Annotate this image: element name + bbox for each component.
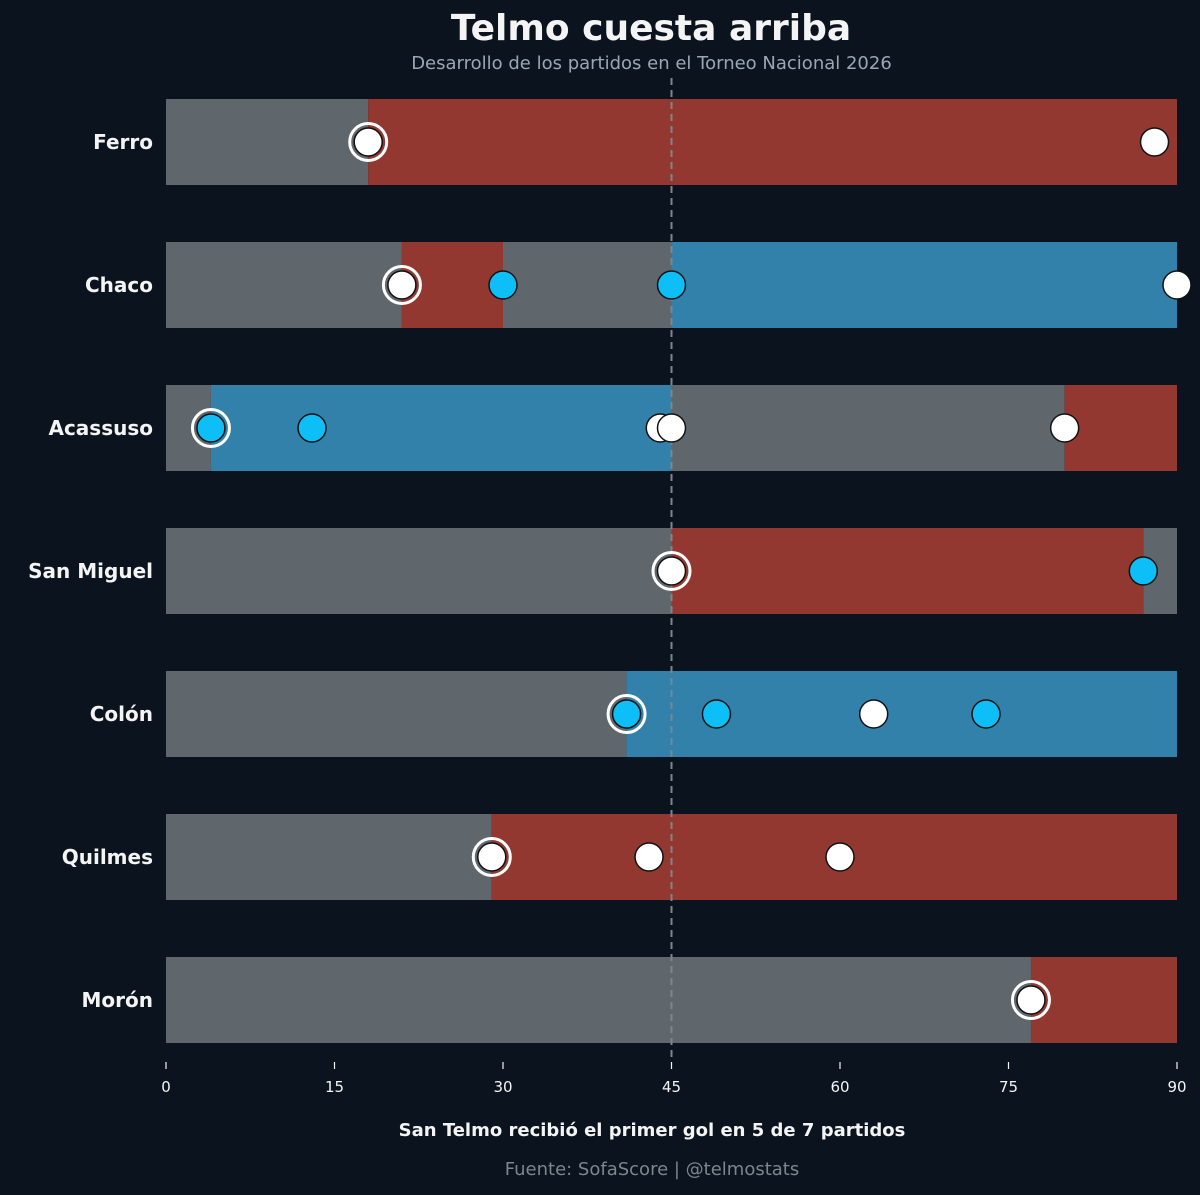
match-segment-losing (1030, 957, 1177, 1043)
goal-against-marker (477, 842, 507, 872)
goal-for-marker (196, 413, 226, 443)
opponent-label: Colón (90, 702, 153, 726)
x-axis-label: San Telmo recibió el primer gol en 5 de … (398, 1120, 906, 1141)
x-tick-label: 45 (662, 1078, 681, 1096)
x-tick-label: 0 (161, 1078, 171, 1096)
goal-against-marker (1162, 270, 1192, 300)
goal-against-marker (656, 413, 687, 443)
goal-for-marker (1128, 556, 1159, 586)
goal-against-marker (1139, 127, 1170, 157)
goal-against-marker (353, 127, 383, 157)
labels-layer: Ferro Chaco Acassuso San Miguel Colón Quilmes… (28, 130, 153, 1012)
goal-against-marker (825, 842, 855, 872)
match-segment-draw (503, 242, 672, 328)
match-segment-draw (166, 814, 492, 900)
x-axis: 0 15 30 45 60 75 90 (161, 1062, 1187, 1096)
match-segment-draw (166, 242, 402, 328)
goal-for-marker (488, 270, 518, 300)
match-segment-draw (166, 528, 672, 614)
chart-subtitle: Desarrollo de los partidos en el Torneo … (411, 53, 892, 74)
goal-for-marker (611, 699, 642, 729)
opponent-label: San Miguel (28, 559, 153, 583)
match-segment-losing (401, 242, 503, 328)
goal-against-marker (1049, 413, 1080, 443)
match-segment-draw (166, 99, 369, 185)
opponent-label: Quilmes (62, 845, 153, 869)
x-tick-label: 75 (999, 1078, 1018, 1096)
first-goal-ring (190, 408, 231, 448)
goal-against-marker (1016, 985, 1046, 1015)
goal-for-marker (656, 270, 687, 300)
goals-layer (190, 122, 1192, 1020)
bars-layer (166, 99, 1177, 1043)
first-goal-ring (1010, 980, 1051, 1020)
goal-against-marker (387, 270, 417, 300)
match-segment-draw (166, 957, 1031, 1043)
first-goal-ring (606, 694, 647, 734)
match-segment-losing (671, 528, 1144, 614)
match-segment-winning (671, 242, 1177, 328)
source-note: Fuente: SofaScore | @telmostats (504, 1159, 800, 1180)
goal-against-marker (656, 556, 687, 586)
opponent-label: Morón (82, 988, 153, 1012)
x-tick-label: 60 (830, 1078, 849, 1096)
match-segment-losing (1064, 385, 1177, 471)
goal-for-marker (701, 699, 732, 729)
opponent-label: Ferro (93, 130, 153, 154)
match-segment-losing (368, 99, 1177, 185)
goal-against-marker (634, 842, 664, 872)
x-tick-label: 30 (493, 1078, 512, 1096)
first-goal-ring (348, 122, 389, 162)
opponent-label: Chaco (85, 273, 153, 297)
first-goal-ring (651, 551, 692, 591)
match-segment-draw (166, 671, 627, 757)
x-tick-label: 15 (325, 1078, 344, 1096)
chart-title: Telmo cuesta arriba (450, 8, 852, 49)
match-segment-winning (210, 385, 672, 471)
opponent-label: Acassuso (48, 416, 153, 440)
goal-against-marker (858, 699, 889, 729)
x-tick-label: 90 (1167, 1078, 1186, 1096)
goal-for-marker (297, 413, 327, 443)
first-goal-ring (471, 837, 512, 877)
first-goal-ring (381, 265, 422, 305)
goal-for-marker (971, 699, 1001, 729)
match-segment-draw (671, 385, 1065, 471)
